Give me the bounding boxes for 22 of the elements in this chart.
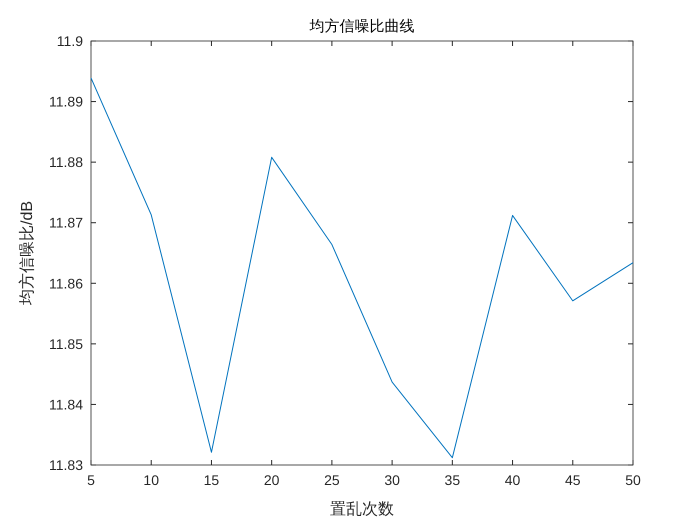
y-tick-label: 11.87 [49, 214, 84, 231]
x-tick-label: 20 [264, 472, 280, 488]
x-tick-label: 50 [625, 472, 641, 488]
y-tick-label: 11.9 [56, 33, 84, 49]
x-tick-label: 25 [324, 472, 340, 488]
chart-title: 均方信噪比曲线 [308, 18, 414, 35]
y-tick-label: 11.83 [49, 457, 84, 473]
y-tick-label: 11.85 [49, 336, 84, 352]
x-tick-label: 30 [384, 472, 400, 488]
y-axis-title: 均方信噪比/dB [18, 200, 36, 306]
x-tick-label: 40 [504, 472, 521, 488]
y-tick-label: 11.89 [49, 94, 84, 110]
x-tick-label: 35 [444, 472, 460, 488]
x-tick-label: 5 [87, 472, 96, 488]
y-tick-label: 11.86 [49, 275, 84, 292]
line-series [90, 77, 634, 458]
y-tick-label: 11.84 [49, 396, 84, 412]
x-tick-label: 15 [204, 472, 220, 488]
y-tick-label: 11.88 [49, 154, 84, 170]
x-tick-label: 45 [564, 472, 581, 488]
x-axis-title: 置乱次数 [330, 501, 394, 518]
x-tick-label: 10 [143, 472, 160, 488]
